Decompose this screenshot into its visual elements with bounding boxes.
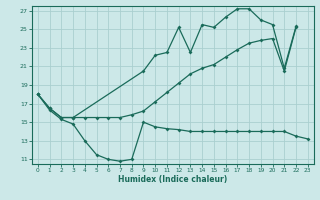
X-axis label: Humidex (Indice chaleur): Humidex (Indice chaleur) [118,175,228,184]
